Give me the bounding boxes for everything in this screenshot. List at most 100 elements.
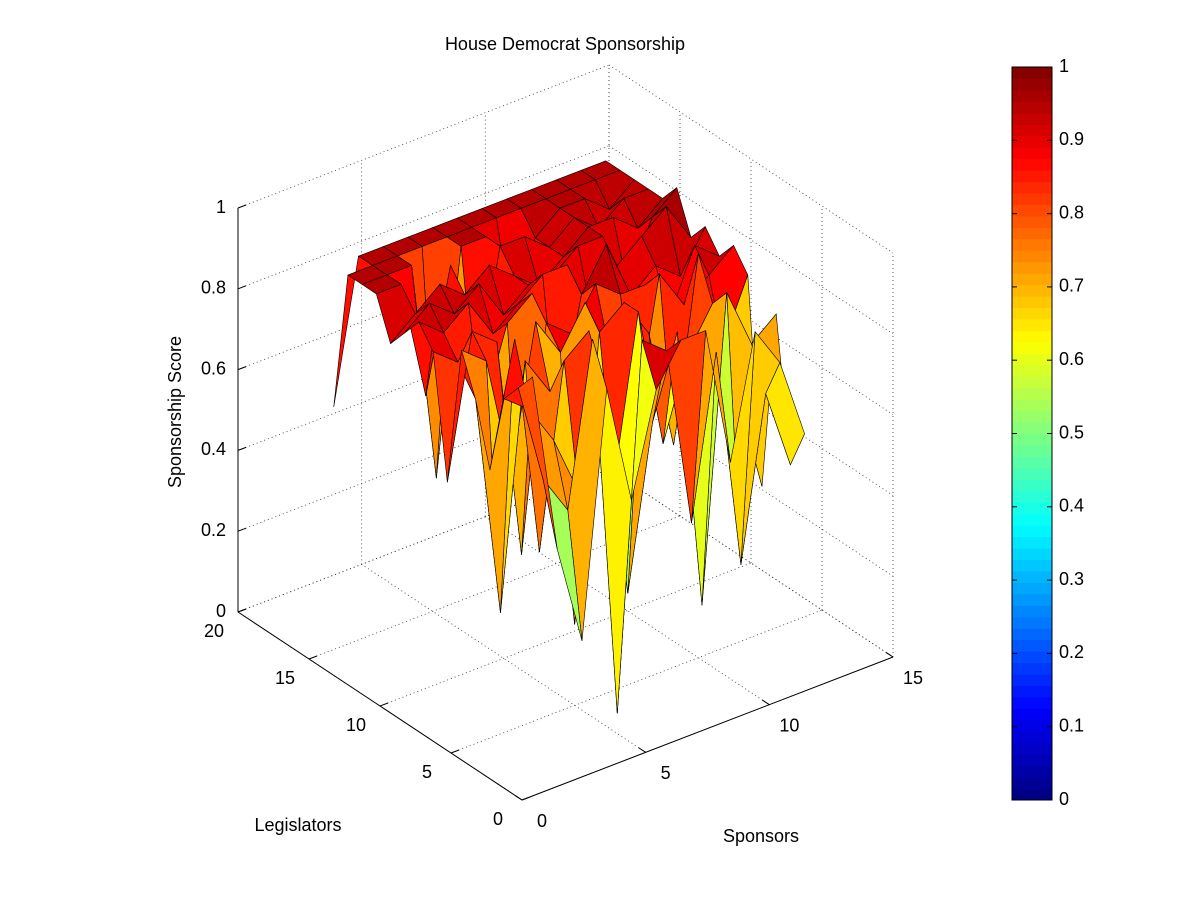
y-tick-label: 5 [422,762,432,782]
colorbar-cell [1012,101,1052,114]
y-tick [521,796,531,801]
z-tick [237,285,247,290]
chart-title: House Democrat Sponsorship [445,34,685,54]
colorbar-cell [1012,754,1052,767]
colorbar-tick-label: 0.3 [1059,569,1084,589]
colorbar-cell [1012,273,1052,286]
colorbar-tick-label: 0.4 [1059,496,1084,516]
colorbar-cell [1012,788,1052,801]
z-tick [237,366,247,371]
colorbar-cell [1012,376,1052,389]
colorbar-cell [1012,261,1052,274]
y-tick-label: 0 [493,809,503,829]
z-tick-label: 0 [216,601,226,621]
colorbar-cell [1012,330,1052,343]
colorbar-cell [1012,490,1052,503]
y-tick-label: 10 [346,715,366,735]
y-tick-label: 20 [204,621,224,641]
colorbar-cell [1012,238,1052,251]
colorbar-cell [1012,639,1052,652]
colorbar-cell [1012,570,1052,583]
colorbar-cell [1012,719,1052,732]
grid-line [361,563,646,753]
colorbar-cell [1012,215,1052,228]
colorbar-cell [1012,479,1052,492]
colorbar-tick-label: 0.9 [1059,129,1084,149]
colorbar-tick-label: 0.2 [1059,642,1084,662]
colorbar-cell [1012,765,1052,778]
colorbar-cell [1012,616,1052,629]
z-tick [237,204,247,209]
x-tick [514,794,523,801]
colorbar-cell [1012,353,1052,366]
colorbar-cell [1012,135,1052,148]
y-axis-label: Legislators [254,815,341,835]
colorbar-cell [1012,387,1052,400]
colorbar-cell [1012,181,1052,194]
colorbar-cell [1012,444,1052,457]
colorbar-cell [1012,651,1052,664]
colorbar-cell [1012,227,1052,240]
colorbar-cell [1012,341,1052,354]
colorbar-tick-label: 0.6 [1059,349,1084,369]
colorbar-cell [1012,467,1052,480]
colorbar-tick-label: 0 [1059,789,1069,809]
z-tick-label: 0.4 [201,439,226,459]
colorbar-cell [1012,456,1052,469]
x-tick [638,747,646,753]
colorbar-cell [1012,250,1052,263]
grid-line [608,64,894,254]
colorbar-cell [1012,605,1052,618]
colorbar-cell [1012,192,1052,205]
x-tick-label: 15 [903,668,923,688]
z-tick [237,608,247,613]
colorbar-cell [1012,548,1052,560]
x-tick-label: 0 [537,811,547,831]
colorbar-cell [1012,158,1052,171]
colorbar-cell [1012,536,1052,549]
z-tick-label: 0.8 [201,278,226,298]
colorbar-cell [1012,399,1052,412]
grid-line [608,468,894,658]
colorbar-cell [1012,502,1052,515]
grid-line [450,609,823,754]
colorbar-cell [1012,364,1052,377]
colorbar-cell [1012,410,1052,423]
colorbar-cell [1012,525,1052,538]
colorbar-cell [1012,318,1052,331]
colorbar-cell [1012,696,1052,709]
x-tick-label: 10 [779,715,799,735]
colorbar-tick-label: 1 [1059,56,1069,76]
colorbar-cell [1012,731,1052,744]
colorbar-cell [1012,147,1052,160]
z-tick-label: 0.2 [201,520,226,540]
colorbar-cell [1012,170,1052,183]
grid-line [608,145,894,335]
grid-line [608,468,894,658]
colorbar-cell [1012,433,1052,446]
colorbar-cell [1012,67,1052,79]
x-axis [521,656,894,801]
y-tick [308,655,318,660]
colorbar-cell [1012,124,1052,137]
colorbar-cell [1012,112,1052,125]
z-tick [237,527,247,532]
colorbar-cell [1012,708,1052,721]
colorbar-cell [1012,593,1052,606]
grid-line [485,516,770,706]
colorbar-cell [1012,662,1052,675]
colorbar-tick-label: 0.5 [1059,422,1084,442]
z-axis-label: Sponsorship Score [165,336,185,488]
colorbar-tick-label: 0.7 [1059,276,1084,296]
y-tick-label: 15 [275,668,295,688]
colorbar-cell [1012,674,1052,686]
colorbar-cell [1012,582,1052,595]
colorbar-cell [1012,685,1052,698]
grid-line [608,387,894,577]
z-tick-label: 1 [216,197,226,217]
y-tick [379,702,389,707]
colorbar-tick-label: 0.8 [1059,202,1084,222]
y-tick [450,749,460,754]
colorbar-cell [1012,559,1052,572]
